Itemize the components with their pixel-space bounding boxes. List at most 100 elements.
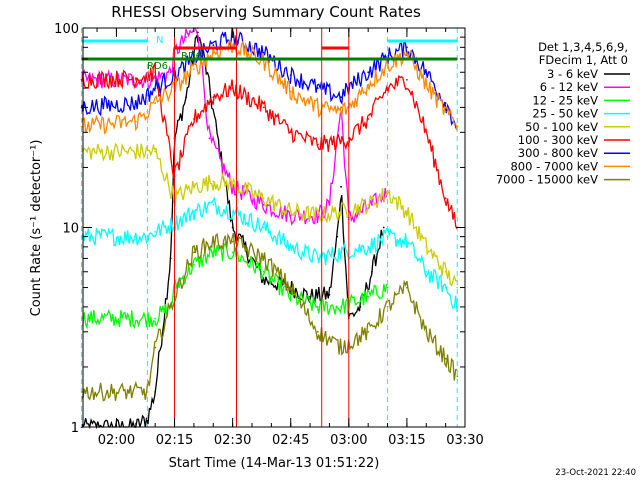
data-point-300-800-kev: [406, 46, 408, 49]
x-tick-label: 03:15: [388, 433, 425, 448]
data-point-100-300-kev: [262, 106, 265, 109]
data-point-100-300-kev: [316, 143, 319, 146]
data-point-7000-15000-kev: [262, 257, 265, 260]
footer-timestamp: 23-Oct-2021 22:40: [555, 468, 636, 478]
data-point-25-50-kev: [262, 226, 265, 229]
data-point-6-12-kev: [328, 203, 331, 206]
data-point-800-7000-kev: [154, 102, 157, 105]
data-point-7000-15000-kev: [340, 346, 342, 349]
data-point-3-6-kev: [328, 293, 331, 296]
data-point-300-800-kev: [134, 102, 137, 105]
data-point-3-6-kev: [154, 391, 157, 393]
legend-label-100-300-kev: 100 - 300 keV: [518, 133, 598, 147]
data-point-3-6-kev: [262, 278, 265, 281]
series-line-800-7000-kev: [81, 39, 458, 135]
data-point-300-800-kev: [212, 44, 215, 47]
data-point-7000-15000-kev: [154, 346, 157, 349]
y-tick-label: 1: [71, 421, 79, 436]
series-12-25-kev: [80, 242, 389, 330]
data-point-100-300-kev: [340, 140, 342, 143]
legend-header-line-1: Det 1,3,4,5,6,9,: [538, 40, 628, 54]
data-point-25-50-kev: [231, 210, 234, 213]
data-point-100-300-kev: [386, 87, 389, 89]
data-point-50-100-kev: [340, 210, 342, 213]
data-point-25-50-kev: [212, 203, 215, 206]
data-point-25-50-kev: [367, 245, 370, 248]
data-point-300-800-kev: [340, 96, 342, 99]
data-point-25-50-kev: [425, 270, 428, 273]
data-point-7000-15000-kev: [406, 286, 408, 289]
y-tick-label: 10: [62, 222, 79, 237]
data-point-100-300-kev: [289, 131, 292, 134]
data-point-100-300-kev: [154, 71, 157, 74]
data-point-7000-15000-kev: [444, 357, 447, 360]
data-point-7000-15000-kev: [212, 240, 215, 243]
data-point-50-100-kev: [231, 183, 234, 186]
data-point-800-7000-kev: [367, 83, 370, 86]
legend-label-12-25-kev: 12 - 25 keV: [532, 93, 598, 107]
data-point-50-100-kev: [289, 210, 292, 213]
series-25-50-kev: [80, 196, 459, 313]
data-point-50-100-kev: [367, 203, 370, 206]
data-point-12-25-kev: [316, 306, 319, 308]
data-point-7000-15000-kev: [456, 375, 459, 377]
data-point-3-6-kev: [371, 270, 373, 273]
data-point-25-50-kev: [289, 245, 292, 248]
data-point-3-6-kev: [340, 185, 342, 188]
data-point-100-300-kev: [367, 118, 370, 120]
data-point-12-25-kev: [367, 295, 370, 298]
data-point-300-800-kev: [289, 74, 292, 77]
data-point-6-12-kev: [289, 214, 292, 217]
series-3-6-kev: [80, 31, 385, 430]
legend-label-800-7000-kev: 800 - 7000 keV: [510, 159, 598, 173]
data-point-800-7000-kev: [425, 83, 428, 86]
data-point-25-50-kev: [193, 210, 195, 213]
data-point-50-100-kev: [316, 214, 319, 217]
data-point-7000-15000-kev: [289, 286, 292, 289]
legend-label-7000-15000-kev: 7000 - 15000 keV: [496, 173, 598, 187]
series-50-100-kev: [80, 142, 459, 289]
data-point-6-12-kev: [185, 36, 188, 38]
x-tick-label: 03:30: [446, 433, 483, 448]
y-axis: 1 10 100: [54, 22, 465, 436]
series-line-7000-15000-kev: [81, 232, 458, 402]
data-point-100-300-kev: [425, 131, 428, 134]
data-point-12-25-kev: [193, 263, 195, 266]
data-point-25-50-kev: [316, 257, 319, 260]
data-point-50-100-kev: [262, 197, 265, 200]
data-point-25-50-kev: [340, 251, 342, 254]
x-axis-label: Start Time (14-Mar-13 01:51:22): [169, 456, 380, 471]
data-point-3-6-kev: [336, 235, 339, 238]
data-point-7000-15000-kev: [231, 240, 234, 243]
series-line-50-100-kev: [81, 142, 458, 287]
data-point-3-6-kev: [382, 226, 385, 229]
data-point-300-800-kev: [316, 87, 319, 89]
data-point-800-7000-kev: [406, 52, 408, 54]
data-point-300-800-kev: [80, 106, 83, 109]
x-tick-label: 02:15: [156, 433, 193, 448]
data-point-3-6-kev: [169, 257, 172, 260]
data-point-50-100-kev: [154, 150, 157, 153]
data-point-800-7000-kev: [193, 68, 195, 71]
data-point-25-50-kev: [444, 286, 447, 289]
data-point-100-300-kev: [212, 96, 215, 99]
data-point-800-7000-kev: [444, 110, 447, 113]
data-point-12-25-kev: [212, 251, 215, 254]
data-point-800-7000-kev: [340, 110, 342, 113]
data-point-3-6-kev: [359, 306, 362, 308]
data-point-50-100-kev: [425, 245, 428, 248]
data-point-6-12-kev: [208, 137, 211, 140]
data-point-800-7000-kev: [262, 60, 265, 63]
x-tick-label: 02:00: [98, 433, 135, 448]
data-point-6-12-kev: [169, 71, 172, 74]
data-point-7000-15000-kev: [193, 251, 195, 254]
data-point-50-100-kev: [80, 150, 83, 153]
data-point-800-7000-kev: [134, 120, 137, 123]
legend-label-3-6-kev: 3 - 6 keV: [547, 67, 598, 81]
legend-header-line-2: FDecim 1, Att 0: [539, 53, 628, 67]
annotation-layer: N RD6 RD6: [147, 35, 202, 72]
data-point-800-7000-kev: [316, 106, 319, 109]
data-point-3-6-kev: [185, 96, 188, 99]
chart-title: RHESSI Observing Summary Count Rates: [111, 3, 421, 21]
data-point-7000-15000-kev: [316, 330, 319, 333]
